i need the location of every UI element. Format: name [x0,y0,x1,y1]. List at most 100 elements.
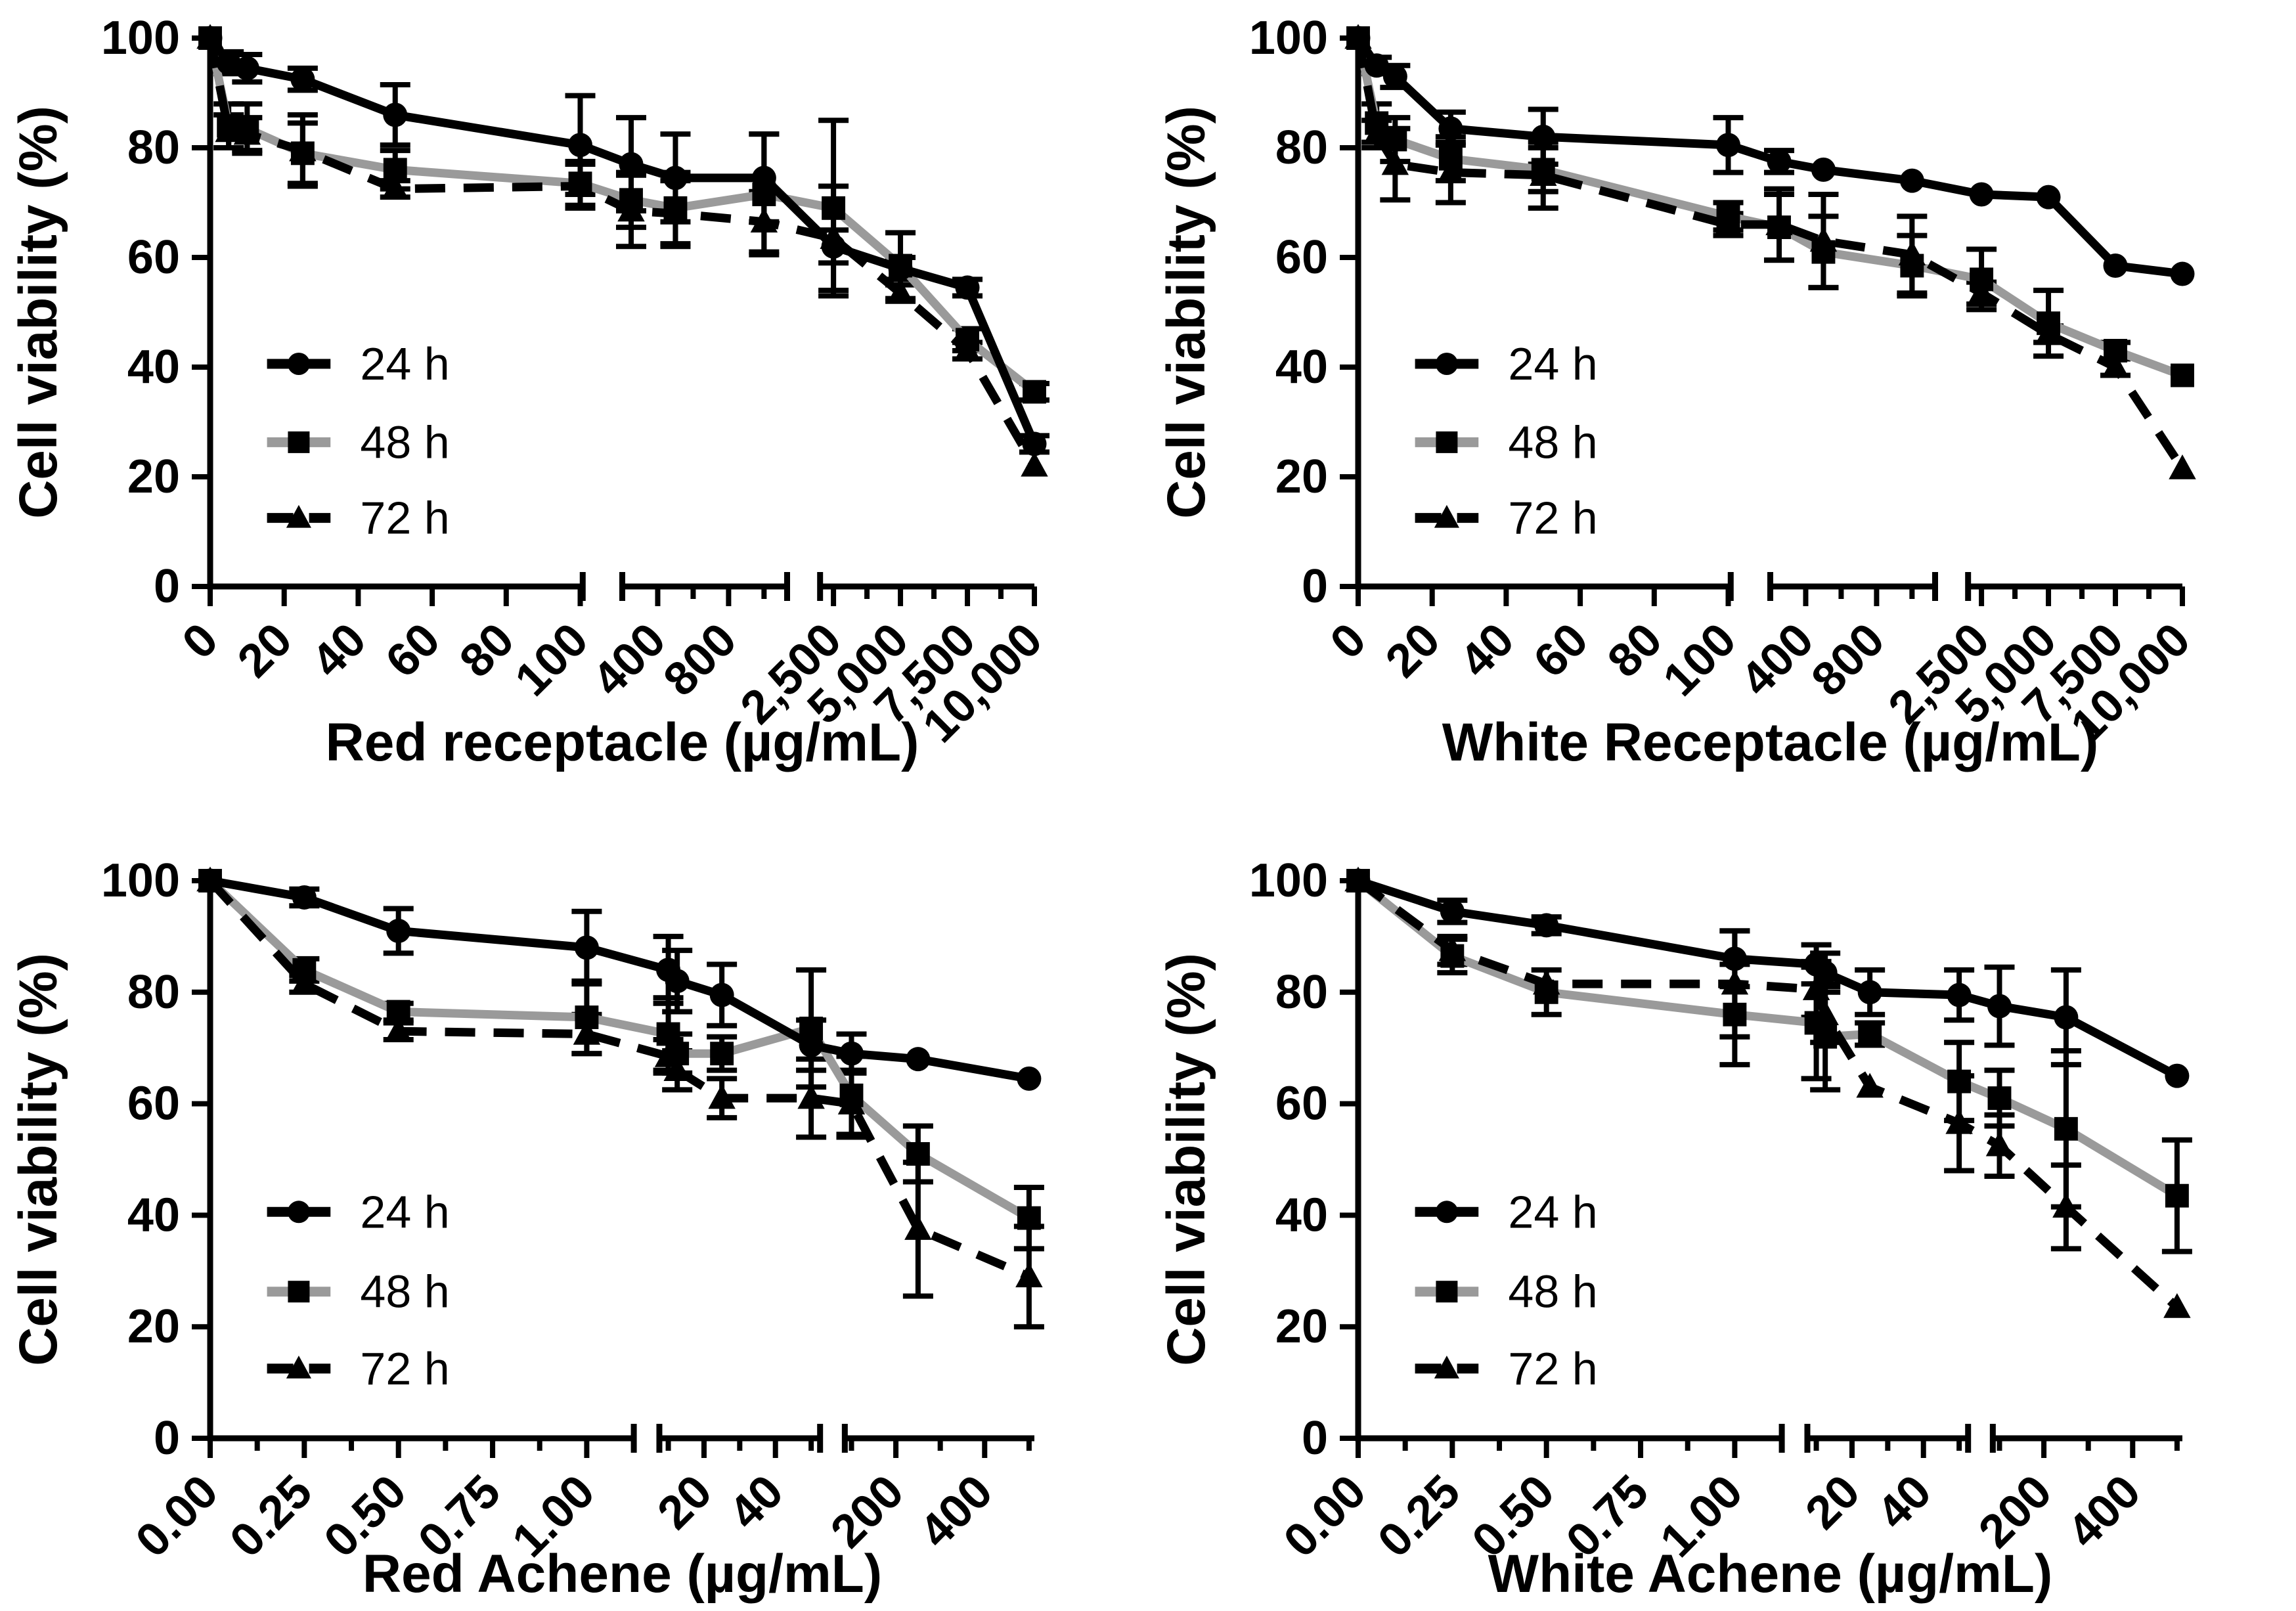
square-marker [1383,127,1407,152]
circle-marker [906,1047,931,1072]
triangle-marker [1721,969,1749,995]
legend-label: 48 h [360,1266,449,1317]
circle-marker [2170,261,2195,286]
triangle-marker [1437,158,1465,183]
x-tick-label: 60 [376,613,450,688]
x-tick-label: 0.25 [220,1465,322,1568]
square-marker [1813,1025,1838,1049]
square-marker [1346,26,1370,50]
x-tick-label: 400 [1731,613,1824,707]
square-marker [906,1142,930,1166]
circle-marker [1969,182,1994,207]
series-line-72-h [1356,877,2180,1311]
circle-marker [1722,946,1747,971]
legend-label: 72 h [1508,493,1597,544]
x-tick-label: 20 [1796,1465,1870,1539]
circle-marker [2103,254,2128,278]
legend-item-72-h: 72 h [267,493,450,544]
circle-marker [1811,157,1836,182]
triangle-marker [2163,1293,2191,1318]
circle-marker [1857,980,1882,1005]
series-markers-72-h [196,866,1043,1288]
x-tick-label: 400 [583,613,676,707]
square-marker [799,1017,824,1040]
square-marker [575,1005,599,1029]
square-marker [1767,215,1791,240]
square-marker [198,869,222,893]
square-marker [2037,311,2061,336]
square-marker [1534,980,1558,1004]
y-tick-label: 100 [1249,854,1328,907]
square-marker [956,328,979,352]
legend-label: 72 h [360,493,449,544]
y-tick-label: 80 [1275,966,1328,1019]
circle-marker [234,56,259,81]
circle-marker [1899,168,1924,193]
circle-marker [665,969,690,994]
legend-triangle-icon [1434,504,1459,528]
x-tick-label: 400 [2058,1465,2151,1558]
circle-marker [955,275,980,300]
circle-marker [1382,64,1407,89]
circle-marker [709,982,734,1007]
triangle-marker [290,969,319,995]
triangle-marker [2102,353,2129,378]
legend-item-48-h: 48 h [267,1266,450,1317]
panel-white-achene: 0 20 40 60 80 100 0.00 0.25 0.50 0.75 1.00 20 40 200 4… [1148,805,2296,1611]
legend-label: 24 h [360,338,449,389]
square-marker [839,1083,864,1107]
legend-triangle-icon [286,1356,311,1379]
y-axis-title: Cell viability (%) [1157,953,1216,1366]
x-tick-label: 0 [172,613,228,669]
triangle-marker [1985,1131,2014,1157]
square-marker [383,158,407,182]
square-marker [663,196,688,220]
legend-triangle-icon [286,504,311,528]
x-tick-label: 40 [1867,1465,1941,1539]
y-tick-label: 60 [127,1078,180,1130]
square-marker [1900,254,1924,278]
circle-marker [663,166,688,190]
triangle-marker [1856,1072,1884,1098]
axes [1355,34,2185,606]
panel-white-receptacle: 0 20 40 60 80 100 0 20 40 60 80 100 400 800 2,500 5,000… [1148,0,2296,805]
circle-marker [292,885,317,910]
x-tick-label: 40 [1450,613,1524,688]
series-markers-48-h [1346,869,2189,1208]
y-tick-label: 60 [127,231,180,284]
legend-item-24-h: 24 h [1415,1186,1598,1237]
error-bars [213,49,1049,455]
square-marker [2104,339,2127,363]
square-marker [1017,1206,1041,1230]
circle-marker [1017,1066,1042,1091]
y-tick-label: 40 [127,1189,180,1241]
x-axis-title: White Achene (µg/mL) [1488,1544,2053,1604]
triangle-marker [663,1056,691,1081]
circle-marker [1767,149,1792,174]
circle-marker [1440,899,1465,924]
series-line-48-h [1355,877,2180,1200]
legend: 24 h 48 h 72 h [1415,338,1598,544]
y-tick-label: 20 [127,451,180,503]
y-tick-label: 20 [1275,1300,1328,1353]
y-ticks: 0 20 40 60 80 100 [1249,854,1358,1465]
legend-triangle-icon [1434,1356,1459,1379]
legend-item-48-h: 48 h [267,416,450,468]
square-marker [822,196,846,220]
series-markers-48-h [198,869,1041,1230]
x-tick-label: 0.25 [1368,1465,1470,1568]
legend-item-48-h: 48 h [1415,416,1598,468]
square-marker [1723,1002,1747,1026]
circle-marker [1531,124,1556,149]
y-tick-label: 40 [1275,1189,1328,1241]
legend-label: 24 h [1508,338,1597,389]
square-marker [2171,363,2194,387]
y-tick-label: 0 [1302,1412,1328,1465]
triangle-marker [382,175,409,200]
square-marker [1531,158,1555,182]
error-bars [289,886,1044,1330]
circle-marker [290,67,315,92]
triangle-marker [750,208,778,233]
legend-square-icon [1436,1281,1458,1303]
